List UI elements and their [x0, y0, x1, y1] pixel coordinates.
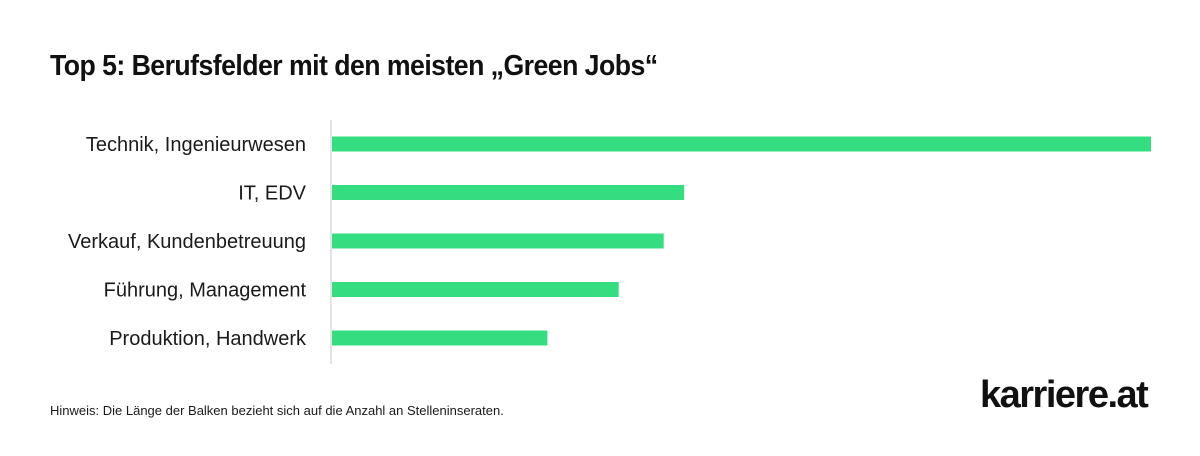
bars — [332, 136, 1151, 346]
chart-title: Top 5: Berufsfelder mit den meisten „Gre… — [50, 50, 658, 82]
bar — [332, 185, 685, 200]
bar — [332, 330, 548, 346]
category-labels: Technik, Ingenieurwesen IT, EDV Verkauf, K… — [68, 134, 307, 350]
brand-logo: karriere.at — [980, 374, 1149, 416]
footnote: Hinweis: Die Länge der Balken bezieht si… — [50, 403, 504, 418]
category-label: Produktion, Handwerk — [109, 328, 307, 350]
category-label: Führung, Management — [104, 280, 307, 302]
category-label: Verkauf, Kundenbetreuung — [68, 231, 306, 253]
bar — [332, 282, 619, 297]
bar — [332, 233, 664, 249]
category-label: Technik, Ingenieurwesen — [86, 134, 306, 156]
bar — [332, 136, 1151, 152]
category-label: IT, EDV — [238, 183, 306, 205]
